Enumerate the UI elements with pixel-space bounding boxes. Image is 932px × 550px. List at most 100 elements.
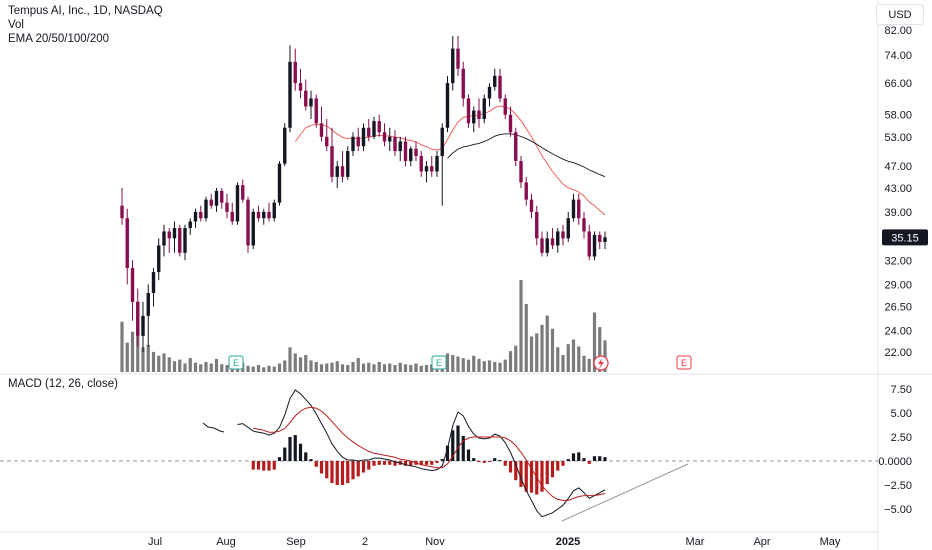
candle-body bbox=[178, 228, 182, 253]
candle-body bbox=[577, 199, 581, 219]
symbol-title[interactable]: Tempus AI, Inc., 1D, NASDAQ bbox=[8, 5, 163, 17]
time-axis-label: Aug bbox=[216, 536, 236, 548]
volume-bar bbox=[256, 365, 261, 372]
price-tick-label: 82.00 bbox=[884, 25, 912, 37]
candle-body bbox=[214, 190, 219, 206]
candle-body bbox=[377, 121, 381, 133]
volume-bar bbox=[472, 355, 476, 372]
candle-body bbox=[141, 315, 145, 336]
volume-bar bbox=[314, 361, 318, 372]
volume-bar bbox=[409, 365, 413, 372]
volume-bar bbox=[157, 355, 161, 372]
volume-bar bbox=[209, 363, 213, 372]
macd-tick-label: 0.0000 bbox=[878, 456, 912, 468]
candle-body bbox=[346, 151, 350, 177]
macd-histogram-bar bbox=[456, 425, 460, 461]
candle-body bbox=[340, 166, 345, 177]
candle-body bbox=[151, 272, 156, 293]
candle-body bbox=[508, 114, 513, 133]
price-tick-label: 66.00 bbox=[884, 78, 912, 90]
macd-histogram-bar bbox=[330, 461, 334, 484]
candle-body bbox=[157, 245, 161, 273]
volume-bar bbox=[246, 365, 250, 372]
macd-histogram-bar bbox=[493, 458, 497, 461]
earnings-marker-label: E bbox=[436, 358, 442, 368]
volume-bar bbox=[461, 358, 465, 372]
candle-body bbox=[314, 98, 318, 124]
volume-bar bbox=[130, 331, 135, 372]
macd-histogram-bar bbox=[445, 445, 450, 461]
macd-histogram-bar bbox=[277, 457, 282, 461]
macd-histogram-bar bbox=[556, 461, 560, 471]
volume-bar bbox=[325, 363, 329, 372]
macd-histogram-bar bbox=[598, 456, 602, 461]
ema-legend[interactable]: EMA 20/50/100/200 bbox=[8, 33, 110, 45]
ema20-line bbox=[294, 105, 606, 216]
volume-bar bbox=[220, 364, 224, 372]
candle-body bbox=[283, 127, 287, 164]
macd-legend[interactable]: MACD (12, 26, close) bbox=[8, 378, 118, 390]
volume-bar bbox=[377, 361, 381, 372]
macd-histogram-bar bbox=[524, 461, 528, 492]
macd-histogram-bar bbox=[262, 461, 266, 471]
candle-body bbox=[199, 211, 203, 219]
macd-tick-label: −5.00 bbox=[884, 504, 912, 516]
volume-bar bbox=[225, 365, 229, 372]
volume-bar bbox=[214, 358, 219, 372]
volume-bar bbox=[272, 366, 276, 372]
candle-body bbox=[351, 136, 355, 152]
macd-histogram-bar bbox=[361, 461, 366, 473]
candle-body bbox=[403, 141, 408, 162]
candle-body bbox=[472, 110, 476, 124]
macd-histogram-bar bbox=[503, 461, 507, 466]
volume-legend[interactable]: Vol bbox=[8, 19, 24, 31]
ema-long-line bbox=[447, 133, 606, 178]
macd-tick-label: 2.50 bbox=[891, 432, 912, 444]
macd-histogram-bar bbox=[477, 461, 481, 462]
volume-bar bbox=[519, 280, 523, 372]
candle-body bbox=[440, 127, 444, 157]
time-axis-label: Jul bbox=[148, 536, 162, 548]
currency-button[interactable]: USD bbox=[876, 4, 924, 25]
volume-bar bbox=[556, 347, 560, 372]
volume-bar bbox=[188, 358, 192, 372]
volume-bar bbox=[498, 362, 502, 372]
macd-histogram-bar bbox=[388, 461, 392, 465]
candle-body bbox=[535, 211, 539, 239]
macd-histogram-bar bbox=[288, 437, 292, 461]
earnings-marker-nov: E bbox=[431, 355, 447, 370]
volume-bar bbox=[283, 360, 287, 372]
candle-body bbox=[288, 61, 292, 128]
earnings-marker-upcoming: E bbox=[676, 355, 692, 370]
candle-body bbox=[188, 221, 192, 229]
volume-bar bbox=[503, 359, 507, 372]
volume-bar bbox=[120, 321, 124, 372]
macd-histogram-bar bbox=[592, 456, 597, 461]
time-axis-label: 2 bbox=[362, 536, 368, 548]
candle-body bbox=[482, 98, 486, 120]
macd-histogram-bar bbox=[409, 461, 413, 466]
macd-histogram-bar bbox=[545, 461, 549, 485]
macd-histogram-bar bbox=[272, 461, 276, 470]
macd-histogram-bar bbox=[587, 461, 591, 464]
macd-histogram-bar bbox=[566, 459, 570, 461]
candle-body bbox=[466, 98, 471, 124]
candle-body bbox=[409, 148, 413, 162]
candle-body bbox=[550, 238, 555, 246]
volume-bar bbox=[487, 360, 492, 372]
volume-bar bbox=[571, 339, 576, 372]
candle-body bbox=[498, 75, 502, 99]
candle-body bbox=[398, 141, 402, 152]
volume-bar bbox=[388, 363, 392, 372]
volume-bar bbox=[603, 340, 607, 372]
candle-body bbox=[146, 292, 150, 316]
volume-bar bbox=[361, 363, 366, 372]
candle-body bbox=[445, 83, 450, 128]
candle-body bbox=[519, 161, 523, 183]
candle-body bbox=[603, 237, 607, 242]
macd-histogram-bar bbox=[304, 452, 308, 461]
earnings-marker-box bbox=[676, 355, 692, 370]
candle-body bbox=[571, 199, 576, 219]
volume-bar bbox=[340, 364, 345, 372]
